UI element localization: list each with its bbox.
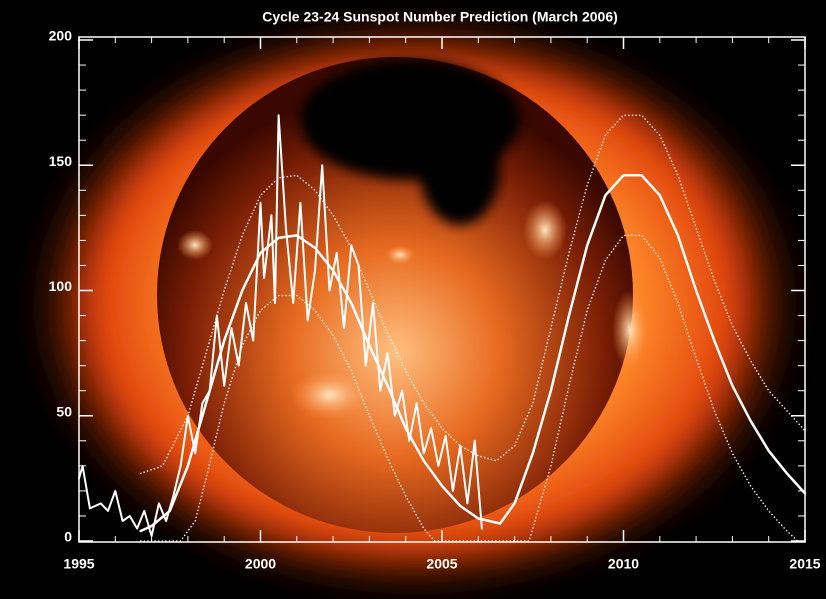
- y-tick-label: 100: [49, 278, 73, 294]
- series-line: [139, 174, 807, 533]
- y-tick-label: 50: [56, 403, 72, 419]
- series-line: [78, 114, 483, 537]
- series-line: [139, 114, 806, 475]
- x-tick-label: 2000: [245, 556, 276, 572]
- x-tick-label: 2015: [789, 556, 820, 572]
- x-tick-label: 2005: [426, 556, 457, 572]
- x-tick-label: 2010: [608, 556, 639, 572]
- x-tick-label: 1995: [63, 556, 94, 572]
- chart-title: Cycle 23-24 Sunspot Number Prediction (M…: [262, 9, 618, 25]
- series-line: [139, 234, 799, 542]
- y-tick-label: 0: [64, 529, 72, 545]
- y-tick-label: 150: [49, 153, 73, 169]
- y-tick-label: 200: [49, 28, 73, 44]
